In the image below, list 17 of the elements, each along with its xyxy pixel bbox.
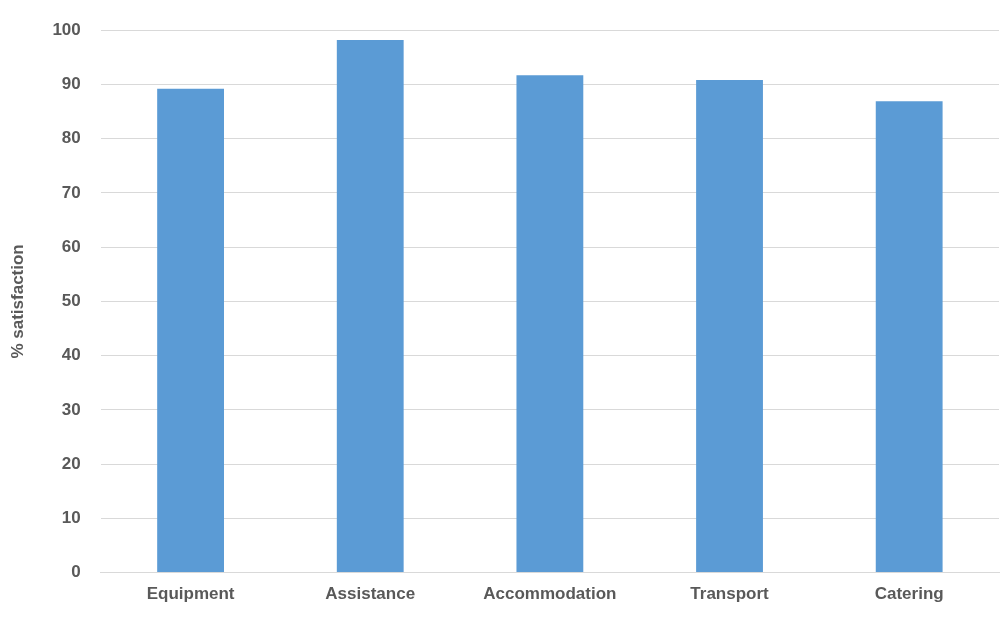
y-tick-label: 100 xyxy=(52,19,81,39)
y-tick-label: 30 xyxy=(61,399,81,419)
y-tick-label: 50 xyxy=(61,291,81,311)
x-tick-label: Transport xyxy=(690,584,770,604)
y-tick-label: 0 xyxy=(71,562,81,582)
y-tick-label: 80 xyxy=(61,128,81,148)
y-axis-title: % satisfaction xyxy=(7,244,27,359)
y-tick-label: 10 xyxy=(61,508,81,528)
y-tick-label: 60 xyxy=(61,236,81,256)
y-tick-label: 70 xyxy=(61,182,81,202)
x-tick-label: Catering xyxy=(874,584,944,604)
x-tick-label: Equipment xyxy=(146,584,235,604)
y-tick-label: 90 xyxy=(61,74,81,94)
y-tick-label: 20 xyxy=(61,453,81,473)
y-tick-label: 40 xyxy=(61,345,81,365)
x-tick-label: Assistance xyxy=(325,584,416,604)
x-tick-label: Accommodation xyxy=(483,584,617,604)
